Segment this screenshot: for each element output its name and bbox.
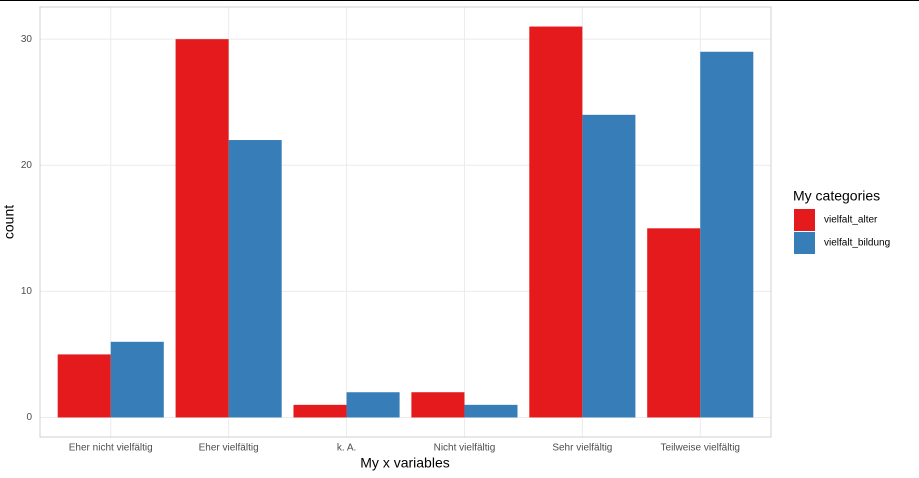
bar bbox=[57, 354, 111, 418]
bar bbox=[582, 114, 636, 418]
x-tick-label: Sehr vielfältig bbox=[552, 443, 612, 454]
bar bbox=[293, 404, 347, 418]
legend-key bbox=[794, 232, 815, 254]
bar bbox=[464, 404, 518, 418]
bar bbox=[175, 39, 229, 418]
x-tick-label: Eher nicht vielfältig bbox=[69, 443, 153, 454]
x-tick-label: k. A. bbox=[337, 443, 356, 454]
x-tick-label: Nicht vielfältig bbox=[434, 443, 496, 454]
x-tick-label: Eher vielfältig bbox=[199, 443, 259, 454]
bar bbox=[110, 341, 164, 418]
bar bbox=[228, 140, 282, 418]
y-tick-label: 20 bbox=[21, 160, 33, 171]
y-tick-label: 0 bbox=[26, 412, 32, 423]
panel-border bbox=[39, 6, 772, 438]
bar bbox=[411, 392, 465, 418]
legend-label: vielfalt_alter bbox=[824, 215, 878, 226]
legend-title: My categories bbox=[793, 188, 880, 204]
y-tick-label: 30 bbox=[21, 34, 33, 45]
bar bbox=[529, 26, 583, 418]
legend-label: vielfalt_bildung bbox=[824, 238, 890, 249]
y-axis-title: count bbox=[1, 205, 17, 239]
x-tick-label: Teilweise vielfältig bbox=[661, 443, 740, 454]
y-tick-label: 10 bbox=[21, 286, 33, 297]
bar bbox=[647, 228, 701, 418]
bar bbox=[346, 392, 400, 418]
legend-key bbox=[794, 209, 815, 231]
x-axis-title: My x variables bbox=[360, 455, 449, 471]
bar bbox=[700, 51, 754, 418]
